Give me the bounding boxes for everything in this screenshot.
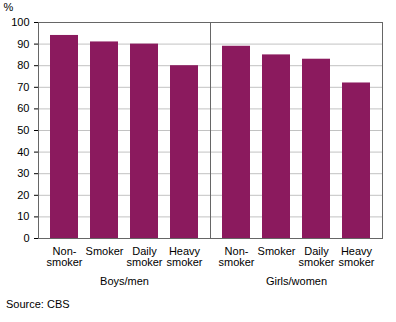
svg-text:40: 40: [17, 146, 29, 158]
svg-text:90: 90: [17, 38, 29, 50]
svg-text:Boys/men: Boys/men: [100, 275, 149, 287]
svg-text:Dailysmoker: Dailysmoker: [126, 245, 162, 268]
svg-text:Non-smoker: Non-smoker: [218, 245, 254, 268]
svg-text:80: 80: [17, 59, 29, 71]
svg-text:Smoker: Smoker: [86, 245, 124, 257]
svg-text:10: 10: [17, 210, 29, 222]
svg-text:Girls/women: Girls/women: [266, 275, 327, 287]
svg-text:Smoker: Smoker: [258, 245, 296, 257]
svg-text:100: 100: [11, 16, 29, 28]
svg-text:Dailysmoker: Dailysmoker: [298, 245, 334, 268]
svg-text:Heavysmoker: Heavysmoker: [166, 245, 202, 268]
svg-text:Heavysmoker: Heavysmoker: [338, 245, 374, 268]
svg-text:60: 60: [17, 102, 29, 114]
svg-text:50: 50: [17, 124, 29, 136]
svg-text:%: %: [4, 1, 14, 13]
svg-text:20: 20: [17, 189, 29, 201]
svg-text:0: 0: [23, 232, 29, 244]
svg-text:70: 70: [17, 81, 29, 93]
svg-text:Non-smoker: Non-smoker: [46, 245, 82, 268]
svg-text:30: 30: [17, 167, 29, 179]
html-text:Source: CBS: Source: CBS: [6, 298, 70, 310]
